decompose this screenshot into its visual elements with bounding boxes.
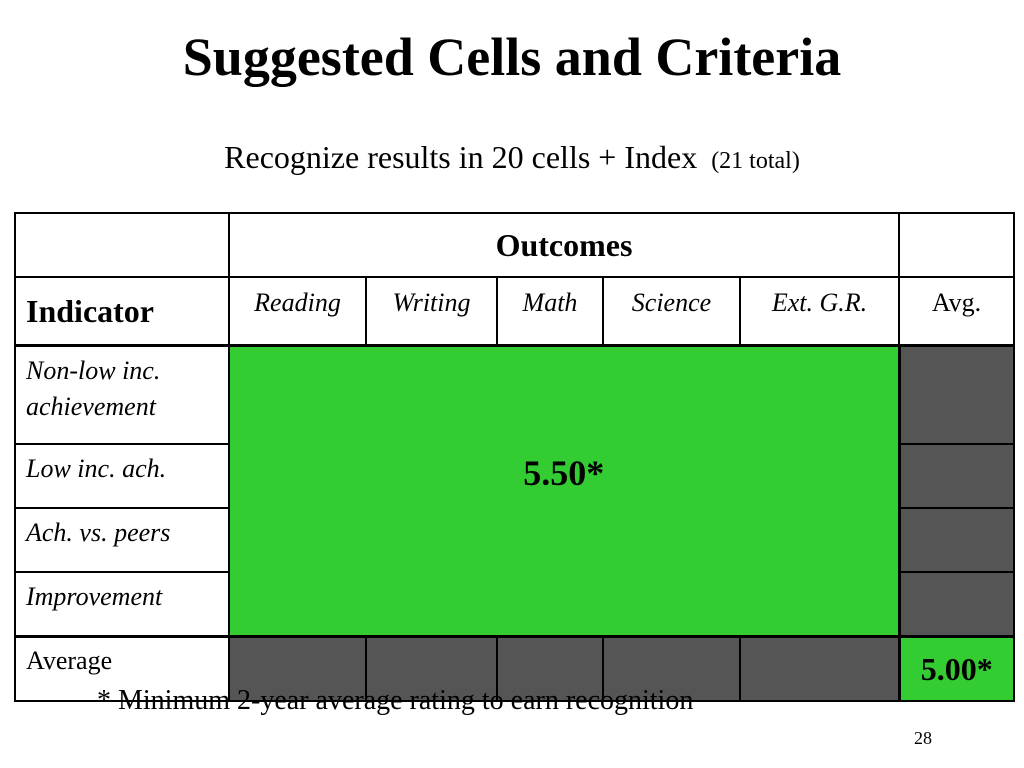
- avg-cell-shaded: [898, 571, 1015, 638]
- column-header-row: Indicator Reading Writing Math Science E…: [14, 276, 1015, 347]
- column-header-avg: Avg.: [898, 276, 1015, 347]
- footnote: * Minimum 2-year average rating to earn …: [97, 685, 694, 716]
- column-header-ext-gr: Ext. G.R.: [739, 276, 900, 347]
- criteria-table: Outcomes Indicator Reading Writing Math …: [14, 212, 1015, 702]
- indicator-header: Indicator: [14, 276, 230, 347]
- average-cell-shaded: [496, 635, 604, 702]
- average-cell-shaded: [602, 635, 741, 702]
- average-cell-shaded: [365, 635, 498, 702]
- outcomes-header: Outcomes: [228, 212, 900, 278]
- row-label-ach-vs-peers: Ach. vs. peers: [14, 507, 230, 573]
- corner-empty-cell: [14, 212, 230, 278]
- row-label-average: Average: [14, 635, 230, 702]
- table-row: Non-low inc. achievement 5.50*: [14, 344, 1015, 638]
- row-label-improvement: Improvement: [14, 571, 230, 638]
- cells-value-block: 5.50*: [228, 344, 901, 638]
- average-cell-shaded: [739, 635, 901, 702]
- column-header-reading: Reading: [228, 276, 367, 347]
- average-row: Average 5.00*: [14, 635, 1015, 702]
- column-header-science: Science: [602, 276, 741, 347]
- average-cell-shaded: [228, 635, 367, 702]
- subtitle-note: (21 total): [711, 148, 800, 174]
- avg-cell-shaded: [898, 344, 1015, 445]
- table-header-row: Outcomes: [14, 212, 1015, 278]
- avg-cell-shaded: [898, 507, 1015, 573]
- row-label-non-low-income: Non-low inc. achievement: [14, 344, 230, 445]
- index-value-cell: 5.00*: [898, 635, 1015, 702]
- header-empty-cell: [898, 212, 1015, 278]
- table-row: Improvement: [14, 571, 1015, 638]
- table-row: Ach. vs. peers: [14, 507, 1015, 573]
- slide-title: Suggested Cells and Criteria: [182, 27, 842, 87]
- column-header-writing: Writing: [365, 276, 498, 347]
- column-header-math: Math: [496, 276, 604, 347]
- row-label-low-income: Low inc. ach.: [14, 443, 230, 509]
- table-row: Low inc. ach.: [14, 443, 1015, 509]
- subtitle-main: Recognize results in 20 cells + Index: [224, 139, 698, 175]
- avg-cell-shaded: [898, 443, 1015, 509]
- slide-subtitle: Recognize results in 20 cells + Index (21…: [0, 138, 1024, 176]
- page-number: 28: [914, 728, 932, 748]
